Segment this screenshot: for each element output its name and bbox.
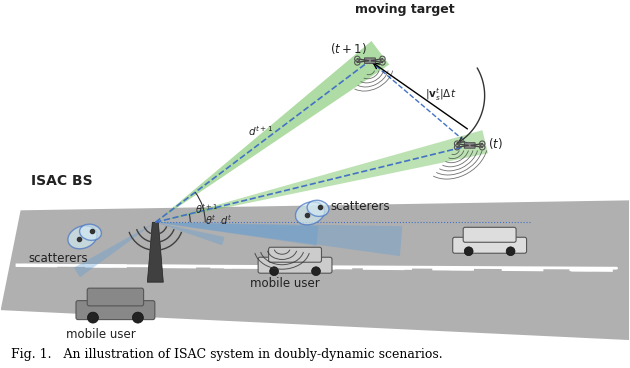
Polygon shape <box>156 222 318 246</box>
Text: $\theta^{t+1}$: $\theta^{t+1}$ <box>195 202 219 216</box>
FancyBboxPatch shape <box>76 301 155 319</box>
Text: $\theta^t$  $d^t$: $\theta^t$ $d^t$ <box>205 213 233 227</box>
Polygon shape <box>156 41 389 222</box>
Text: ISAC BS: ISAC BS <box>31 174 92 188</box>
Text: mobile user: mobile user <box>250 277 320 290</box>
Circle shape <box>132 312 144 323</box>
FancyBboxPatch shape <box>453 237 527 253</box>
Circle shape <box>506 247 515 256</box>
FancyBboxPatch shape <box>258 257 332 273</box>
Ellipse shape <box>79 224 101 240</box>
Text: scatterers: scatterers <box>330 200 389 213</box>
FancyBboxPatch shape <box>364 58 375 63</box>
Text: $(t)$: $(t)$ <box>488 137 503 152</box>
Polygon shape <box>156 130 488 222</box>
Text: mobile user: mobile user <box>66 328 135 341</box>
Polygon shape <box>156 222 403 256</box>
Ellipse shape <box>295 202 324 225</box>
FancyBboxPatch shape <box>268 247 321 262</box>
Polygon shape <box>156 222 224 245</box>
Polygon shape <box>147 222 163 282</box>
FancyBboxPatch shape <box>463 227 516 242</box>
Polygon shape <box>74 222 156 277</box>
Text: Fig. 1.   An illustration of ISAC system in doubly-dynamic scenarios.: Fig. 1. An illustration of ISAC system i… <box>11 348 442 361</box>
Text: $d^{t+1}$: $d^{t+1}$ <box>248 125 273 138</box>
Ellipse shape <box>68 226 97 249</box>
Ellipse shape <box>307 200 329 216</box>
FancyBboxPatch shape <box>87 288 144 306</box>
Text: $(t+1)$: $(t+1)$ <box>330 40 367 56</box>
Text: $|\mathbf{v}_s^t|\Delta t$: $|\mathbf{v}_s^t|\Delta t$ <box>425 86 456 103</box>
Circle shape <box>270 267 278 276</box>
Circle shape <box>464 247 473 256</box>
Circle shape <box>312 267 321 276</box>
Circle shape <box>88 312 98 323</box>
Text: scatterers: scatterers <box>28 252 88 265</box>
Polygon shape <box>1 200 629 340</box>
FancyBboxPatch shape <box>464 143 475 148</box>
Text: moving target: moving target <box>355 3 454 16</box>
